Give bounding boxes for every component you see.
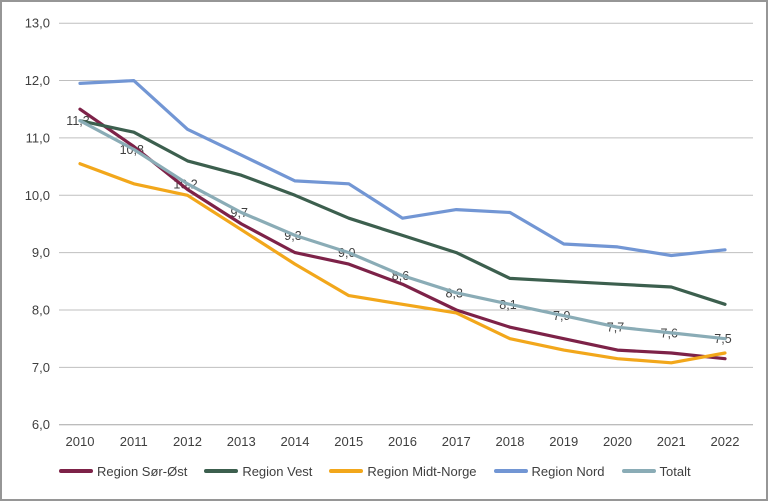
legend-item-region-vest: Region Vest [204,464,312,479]
x-tick-label: 2013 [227,434,256,449]
y-tick-label: 13,0 [25,16,50,31]
data-label-totalt: 11,3 [66,114,89,128]
legend-label: Totalt [659,463,691,479]
x-tick-label: 2016 [388,434,417,449]
x-tick-label: 2011 [120,434,148,449]
x-tick-label: 2018 [496,434,525,449]
y-tick-label: 12,0 [25,73,50,88]
x-tick-label: 2019 [549,434,578,449]
y-tick-label: 11,0 [26,130,50,145]
x-tick-label: 2010 [66,434,95,449]
chart-legend: Region Sør-Øst Region Vest Region Midt-Nor… [59,460,691,482]
legend-swatch-region-nord [493,469,528,473]
legend-label: Region Sør-Øst [97,463,188,479]
series-line-region-midt-norge [78,162,727,365]
legend-label: Region Vest [242,463,313,479]
series-line-region-sor-ost [78,107,727,361]
x-tick-label: 2020 [603,434,632,449]
plot-area: 6,0 7,0 8,0 9,0 10,0 11,0 12,0 13,0 2010 2011 2012… [25,16,753,449]
legend-swatch-region-midt-norge [329,469,364,473]
legend-swatch-region-vest [204,469,239,473]
legend-label: Region Midt-Norge [367,463,477,479]
x-tick-label: 2017 [442,434,471,449]
x-tick-label: 2014 [281,434,310,449]
legend-item-region-nord: Region Nord [493,463,605,479]
x-tick-label: 2021 [657,434,686,449]
series-line-totalt [78,119,727,341]
x-tick-label: 2022 [711,434,740,449]
x-tick-label: 2015 [334,434,363,449]
series-line-region-vest [78,119,727,306]
y-tick-label: 9,0 [32,245,50,260]
legend-label: Region Nord [531,463,605,479]
x-tick-label: 2012 [173,434,202,449]
y-tick-label: 7,0 [32,360,50,375]
y-tick-label: 10,0 [25,188,50,203]
legend-item-region-sor-ost: Region Sør-Øst [59,464,187,479]
y-tick-label: 8,0 [32,302,50,317]
legend-item-totalt: Totalt [621,463,691,479]
series-line-region-nord [78,78,727,258]
legend-swatch-totalt [621,469,656,473]
legend-swatch-region-sor-ost [59,469,93,473]
legend-item-region-midt-norge: Region Midt-Norge [329,463,477,479]
y-tick-label: 6,0 [32,417,50,432]
